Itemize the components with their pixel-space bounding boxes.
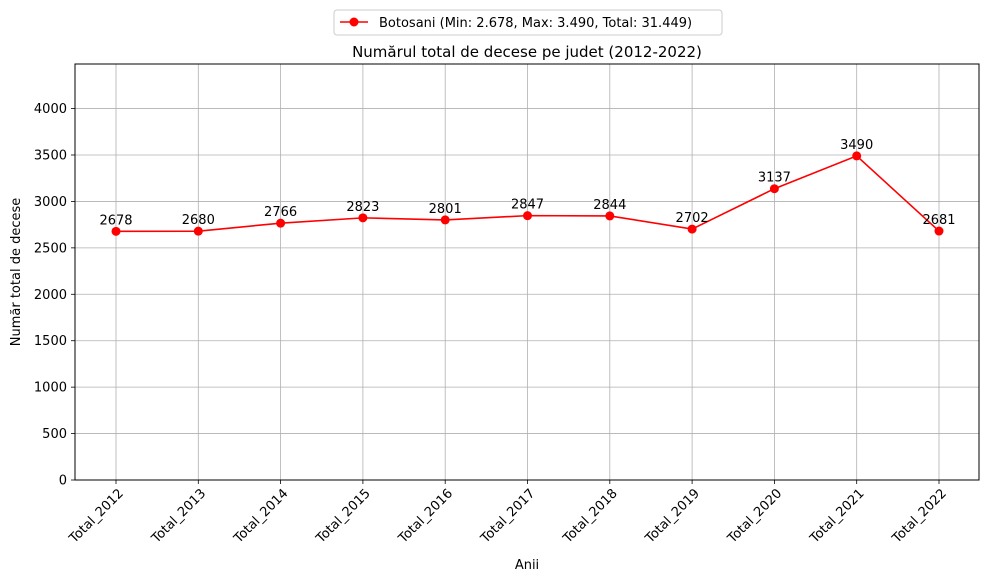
legend-box <box>333 9 723 36</box>
x-tick-label: Total_2014 <box>231 486 292 547</box>
series-layer <box>111 151 944 236</box>
data-point <box>276 218 286 228</box>
data-label: 2680 <box>182 213 215 228</box>
y-axis-label: Număr total de decese <box>9 198 24 346</box>
data-labels: 2678 2680 2766 2823 2801 2847 2844 2702 3137 3490… <box>99 138 955 228</box>
y-tick-label: 2000 <box>34 288 67 303</box>
data-label: 2801 <box>429 202 462 217</box>
data-point <box>769 184 779 194</box>
x-tick-label: Total_2012 <box>66 486 127 547</box>
y-tick-label: 2500 <box>34 241 67 256</box>
x-tick-label: Total_2021 <box>807 486 868 547</box>
data-point <box>111 226 121 236</box>
data-point <box>605 211 615 221</box>
data-point <box>193 226 203 236</box>
data-label: 3137 <box>758 171 791 186</box>
legend-marker <box>349 17 359 27</box>
y-tick-label: 3500 <box>34 149 67 164</box>
x-tick-label: Total_2015 <box>313 486 374 547</box>
y-axis-ticks: 0 500 1000 1500 2000 2500 3000 3500 4000 <box>34 102 75 489</box>
legend: Botosani (Min: 2.678, Max: 3.490, Total:… <box>333 9 723 36</box>
data-label: 2681 <box>922 213 955 228</box>
x-tick-label: Total_2013 <box>148 486 209 547</box>
data-label: 2844 <box>593 198 626 213</box>
data-label: 3490 <box>840 138 873 153</box>
y-tick-label: 1000 <box>34 381 67 396</box>
plot-area <box>74 63 980 481</box>
x-axis-ticks: Total_2012 Total_2013 Total_2014 Total_2015… <box>66 480 950 547</box>
x-tick-label: Total_2020 <box>724 486 785 547</box>
data-point <box>687 224 697 234</box>
y-tick-label: 3000 <box>34 195 67 210</box>
data-label: 2678 <box>99 213 132 228</box>
data-label: 2823 <box>346 200 379 215</box>
y-tick-label: 0 <box>59 474 67 489</box>
y-tick-label: 500 <box>42 427 67 442</box>
data-point <box>852 151 862 161</box>
y-tick-label: 4000 <box>34 102 67 117</box>
legend-entry-botosani: Botosani (Min: 2.678, Max: 3.490, Total:… <box>379 16 692 31</box>
x-tick-label: Total_2018 <box>560 486 621 547</box>
data-point <box>358 213 368 223</box>
chart-title: Numărul total de decese pe judet (2012-2… <box>352 43 702 61</box>
data-point <box>523 211 532 221</box>
x-tick-label: Total_2022 <box>889 486 950 547</box>
x-axis-label: Anii <box>515 558 539 573</box>
data-label: 2702 <box>676 211 709 226</box>
data-label: 2847 <box>511 198 544 213</box>
x-tick-label: Total_2019 <box>642 486 703 547</box>
data-point <box>934 226 944 236</box>
y-tick-label: 1500 <box>34 334 67 349</box>
x-tick-label: Total_2017 <box>478 486 539 547</box>
x-tick-label: Total_2016 <box>395 486 456 547</box>
gridlines <box>75 64 979 481</box>
data-label: 2766 <box>264 205 297 220</box>
data-point <box>440 215 450 225</box>
